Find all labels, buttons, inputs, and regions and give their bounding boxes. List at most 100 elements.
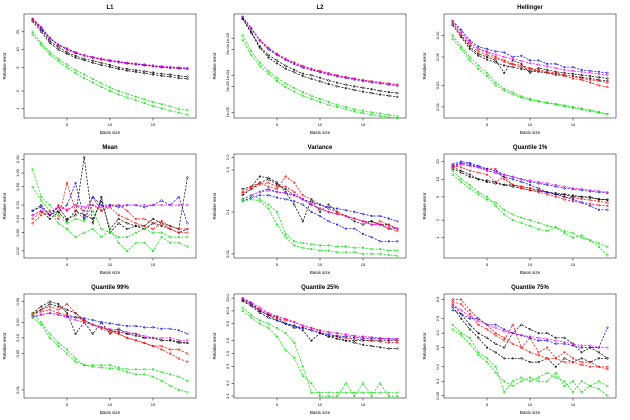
x-tick-label: 5 bbox=[486, 402, 489, 407]
series-line bbox=[32, 21, 188, 80]
data-point bbox=[74, 182, 77, 185]
data-point bbox=[134, 217, 137, 221]
data-point bbox=[528, 187, 532, 190]
data-point bbox=[396, 254, 399, 258]
x-axis-label: Basis size bbox=[310, 410, 331, 415]
data-point bbox=[160, 235, 163, 239]
x-axis-label: Basis size bbox=[310, 270, 331, 275]
chart-title: Quantile 75% bbox=[511, 285, 549, 291]
data-point bbox=[597, 72, 600, 76]
data-point bbox=[40, 43, 43, 47]
chart-panel: Variance Basis size Relative error 5 10 15 0.0… bbox=[212, 145, 407, 275]
data-point bbox=[589, 74, 592, 78]
data-point bbox=[126, 370, 129, 374]
data-point bbox=[65, 51, 69, 54]
data-point bbox=[318, 76, 322, 79]
data-point bbox=[589, 196, 592, 200]
data-point bbox=[537, 380, 540, 383]
data-point bbox=[580, 195, 583, 198]
data-point bbox=[361, 223, 365, 226]
series-line bbox=[452, 303, 608, 348]
data-point bbox=[48, 300, 51, 303]
data-point bbox=[160, 199, 163, 202]
data-point bbox=[40, 206, 43, 209]
y-tick-label: 0.50 bbox=[15, 182, 20, 191]
data-point bbox=[186, 231, 189, 234]
series-line bbox=[242, 39, 398, 119]
data-point bbox=[169, 75, 172, 78]
data-point bbox=[485, 360, 489, 364]
data-point bbox=[177, 74, 180, 78]
data-point bbox=[494, 204, 497, 208]
data-point bbox=[396, 240, 399, 243]
data-point bbox=[177, 235, 180, 239]
data-point bbox=[31, 214, 34, 217]
data-point bbox=[48, 311, 51, 315]
data-point bbox=[563, 185, 566, 188]
series-line bbox=[452, 324, 608, 393]
data-point bbox=[327, 100, 330, 104]
data-point bbox=[310, 201, 313, 204]
data-point bbox=[494, 84, 497, 87]
data-point bbox=[468, 309, 471, 312]
data-point bbox=[126, 69, 129, 72]
data-point bbox=[177, 203, 180, 207]
data-point bbox=[83, 363, 86, 367]
data-point bbox=[160, 336, 163, 340]
data-point bbox=[379, 340, 382, 343]
data-point bbox=[537, 59, 540, 62]
data-point bbox=[310, 391, 313, 394]
data-point bbox=[528, 180, 532, 184]
series-line bbox=[242, 298, 398, 343]
x-axis-label: Basis size bbox=[100, 410, 121, 415]
x-tick-label: 5 bbox=[66, 402, 69, 407]
y-tick-label: 0.20 bbox=[15, 318, 20, 327]
chart-panel: L1 Basis size Relative error 5 10 15 1 2 5 10 20 bbox=[2, 5, 197, 135]
data-point bbox=[546, 191, 549, 194]
data-point bbox=[379, 247, 382, 251]
series-line bbox=[242, 188, 398, 222]
data-point bbox=[177, 241, 180, 244]
data-point bbox=[83, 219, 86, 223]
data-point bbox=[284, 64, 287, 67]
data-point bbox=[177, 231, 180, 234]
data-point bbox=[301, 242, 304, 245]
data-point bbox=[48, 336, 51, 340]
data-point bbox=[318, 249, 322, 252]
data-point bbox=[477, 317, 480, 320]
data-point bbox=[83, 76, 86, 80]
data-point bbox=[258, 322, 261, 325]
data-point bbox=[528, 336, 532, 339]
data-point bbox=[83, 217, 86, 221]
data-point bbox=[83, 73, 86, 76]
y-tick-label: 20 bbox=[15, 29, 20, 34]
y-tick-label: 0.2 bbox=[225, 380, 230, 386]
data-point bbox=[396, 337, 399, 341]
data-point bbox=[293, 244, 296, 247]
data-point bbox=[310, 97, 313, 101]
data-point bbox=[468, 187, 471, 190]
y-tick-label: 1 bbox=[15, 107, 20, 110]
series-line bbox=[32, 312, 188, 335]
data-point bbox=[74, 217, 77, 221]
data-point bbox=[485, 180, 489, 184]
data-point bbox=[117, 206, 120, 209]
series-line bbox=[452, 20, 608, 74]
data-point bbox=[460, 309, 463, 312]
data-point bbox=[361, 109, 365, 112]
data-point bbox=[379, 336, 382, 340]
data-point bbox=[293, 90, 296, 93]
data-point bbox=[485, 74, 489, 78]
data-point bbox=[241, 187, 244, 191]
data-point bbox=[169, 327, 172, 330]
data-point bbox=[361, 220, 365, 223]
data-point bbox=[169, 227, 172, 231]
data-point bbox=[258, 64, 261, 67]
data-point bbox=[546, 71, 549, 75]
data-point bbox=[40, 323, 43, 326]
data-point bbox=[284, 322, 287, 325]
data-point bbox=[293, 356, 296, 359]
data-point bbox=[126, 368, 129, 371]
data-point bbox=[267, 194, 270, 197]
data-point bbox=[387, 347, 390, 350]
